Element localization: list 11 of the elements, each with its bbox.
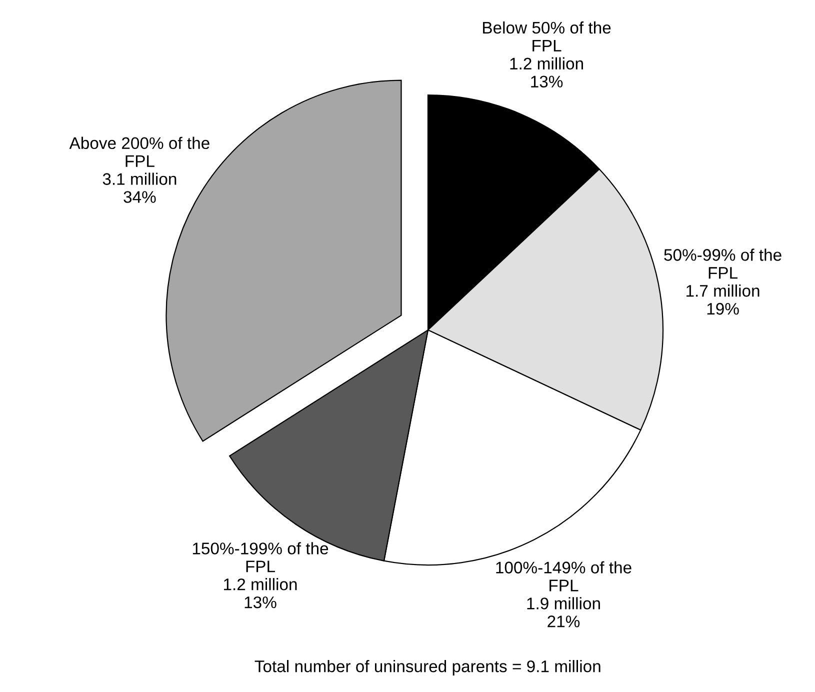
data-label: 1.2 million 13%: [224, 578, 297, 608]
slice-label: 150%-199% of the FPL: [192, 542, 328, 572]
data-label: 1.2 million 13%: [510, 57, 583, 88]
slice-label: 50%-99% of the FPL: [664, 248, 782, 279]
slice-label: Below 50% of the FPL: [483, 21, 611, 52]
slice-label: 100%-149% of the FPL: [496, 561, 632, 592]
text: Total number of uninsured parents = 9.1 million: [254, 660, 600, 676]
data-label: 1.9 million 21%: [527, 597, 600, 628]
data-label: 3.1 million 34%: [102, 172, 176, 203]
data-label: 1.7 million 19%: [686, 284, 760, 315]
slice-label: Above 200% of the FPL: [69, 136, 210, 167]
